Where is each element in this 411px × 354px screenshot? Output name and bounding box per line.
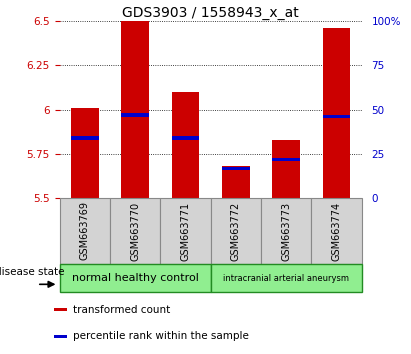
Text: GSM663774: GSM663774 (332, 201, 342, 261)
Bar (210, 264, 362, 292)
Bar (272, 158, 300, 161)
Title: GDS3903 / 1558943_x_at: GDS3903 / 1558943_x_at (122, 6, 299, 20)
Bar (71, 108, 99, 198)
Bar (172, 137, 199, 140)
Bar (71, 137, 99, 140)
Text: GSM663772: GSM663772 (231, 201, 241, 261)
Text: GSM663769: GSM663769 (80, 201, 90, 261)
Bar (272, 140, 300, 198)
Bar (160, 198, 210, 264)
Text: percentile rank within the sample: percentile rank within the sample (73, 331, 249, 341)
Bar (323, 28, 350, 198)
Bar (60, 198, 110, 264)
Text: GSM663771: GSM663771 (180, 201, 190, 261)
Text: GSM663770: GSM663770 (130, 201, 140, 261)
Bar (55, 308, 67, 311)
Bar (172, 92, 199, 198)
Bar (222, 166, 249, 198)
Text: GSM663773: GSM663773 (281, 201, 291, 261)
Bar (312, 198, 362, 264)
Text: transformed count: transformed count (73, 305, 170, 315)
Bar (110, 198, 160, 264)
Bar (323, 115, 350, 118)
Bar (222, 167, 249, 170)
Bar (210, 198, 261, 264)
Text: intracranial arterial aneurysm: intracranial arterial aneurysm (223, 274, 349, 283)
Bar (121, 114, 149, 117)
Bar (55, 335, 67, 337)
Bar (121, 21, 149, 198)
Text: normal healthy control: normal healthy control (72, 273, 199, 283)
Text: disease state: disease state (0, 267, 65, 277)
Bar (60, 264, 211, 292)
Bar (261, 198, 312, 264)
